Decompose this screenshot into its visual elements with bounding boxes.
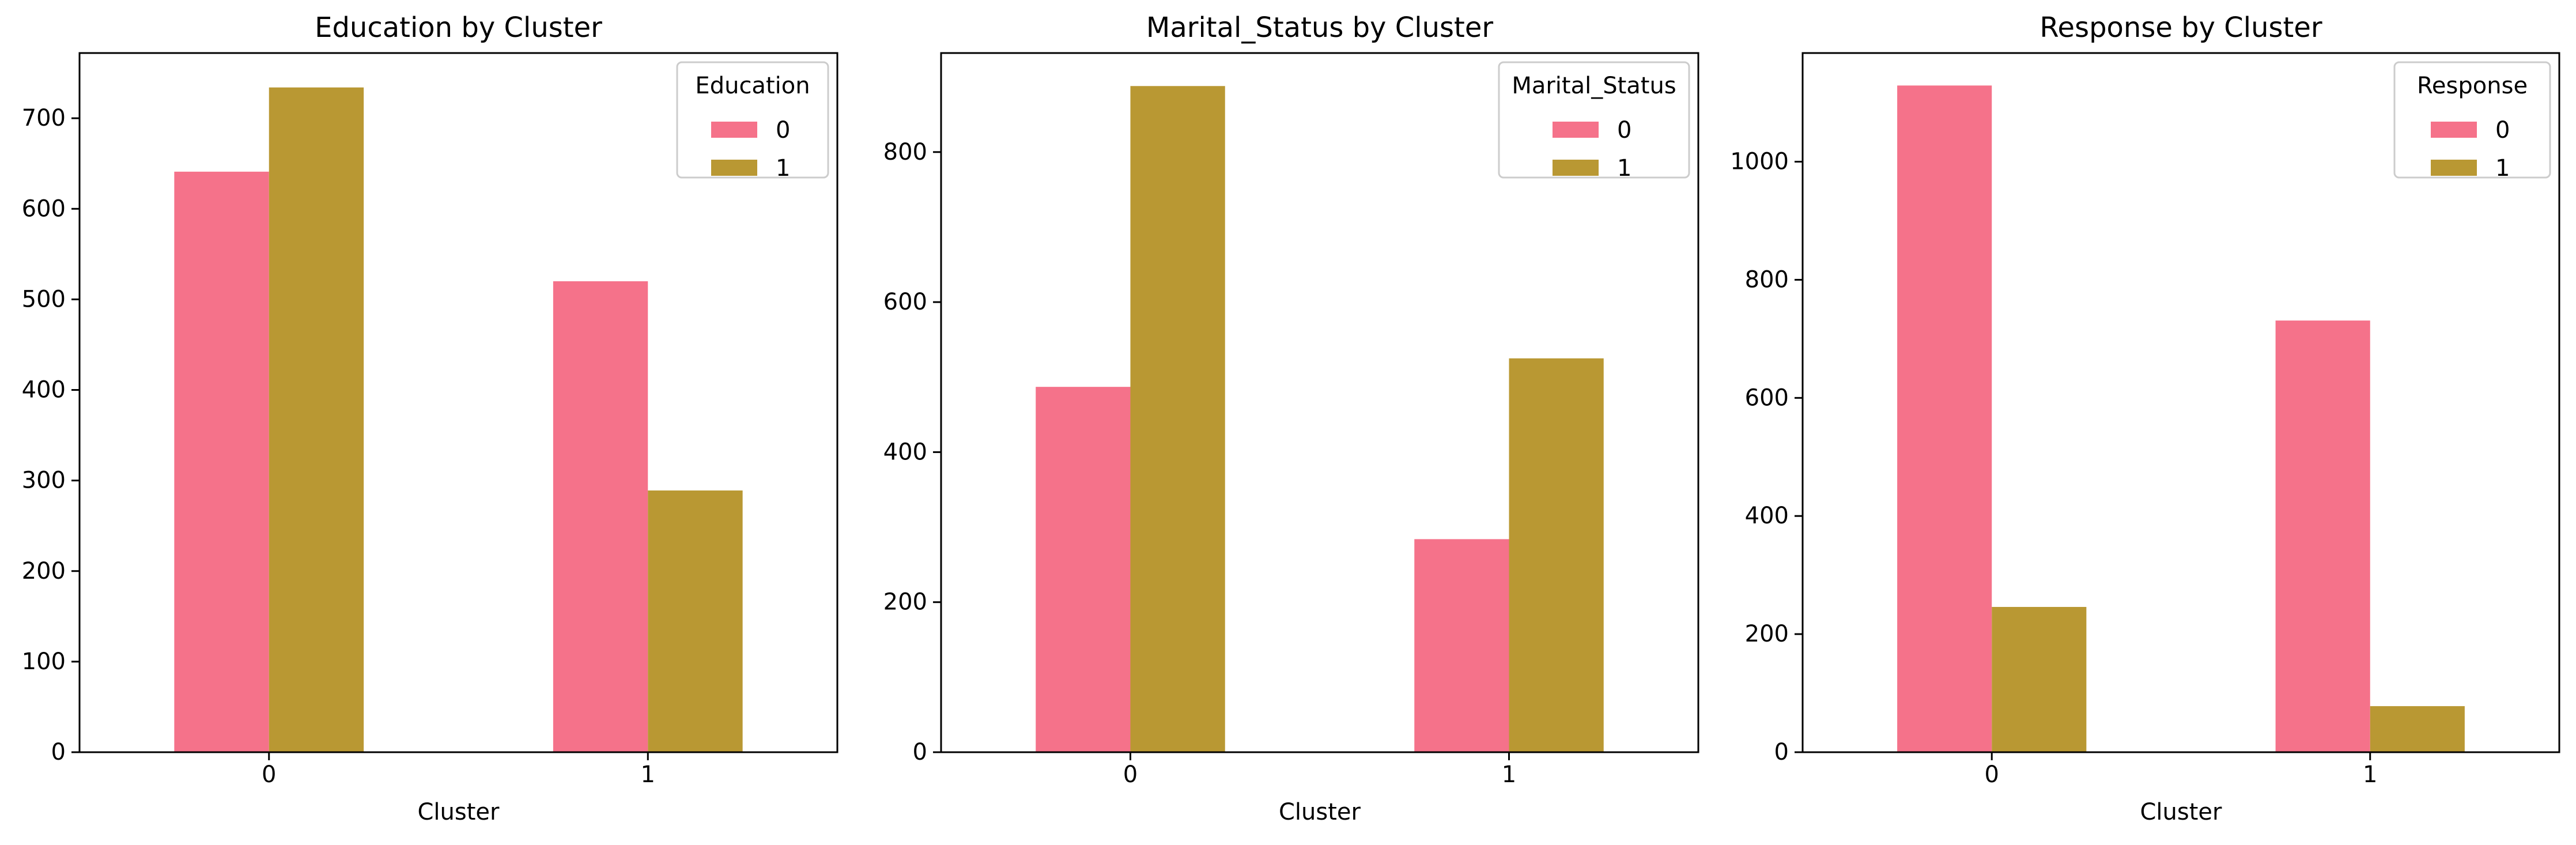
legend-swatch-0 — [1553, 122, 1599, 138]
legend-response: Response 0 1 — [2393, 61, 2551, 182]
y-tick-label: 200 — [22, 558, 66, 584]
y-tick-label: 600 — [883, 289, 927, 315]
y-axis-education: 0 100 200 300 400 500 600 700 — [22, 105, 80, 765]
y-tick-label: 800 — [1745, 266, 1789, 293]
y-tick-label: 600 — [1745, 384, 1789, 411]
legend-label-0: 0 — [2495, 117, 2510, 144]
axes-frame-education — [78, 52, 838, 753]
y-axis-marital-status: 0 200 400 600 800 — [883, 139, 941, 765]
bar-education-series-0-cluster-1 — [553, 281, 648, 752]
legend-box — [2393, 61, 2551, 179]
legend-education: Education 0 1 — [676, 61, 829, 182]
legend-marital-status: Marital_Status 0 1 — [1498, 61, 1690, 182]
x-axis-label-response: Cluster — [2140, 799, 2223, 825]
legend-label-1: 1 — [776, 155, 790, 182]
axes-frame-response — [1801, 52, 2560, 753]
y-tick-label: 400 — [1745, 503, 1789, 529]
chart-title-education: Education by Cluster — [315, 12, 602, 44]
legend-label-0: 0 — [776, 117, 790, 144]
y-tick-label: 400 — [22, 377, 66, 403]
legend-title: Marital_Status — [1512, 73, 1676, 99]
x-tick-label: 1 — [2363, 761, 2377, 788]
y-tick-label: 700 — [22, 105, 66, 131]
chart-title-response: Response by Cluster — [2039, 12, 2322, 44]
legend-label-1: 1 — [2495, 155, 2510, 182]
y-tick-label: 200 — [883, 589, 927, 616]
y-tick-label: 0 — [1774, 739, 1789, 765]
legend-swatch-0 — [2431, 122, 2477, 138]
legend-label-0: 0 — [1617, 117, 1631, 144]
bar-response-series-0-cluster-0 — [1897, 85, 1992, 752]
y-tick-label: 500 — [22, 286, 66, 312]
bar-response-series-0-cluster-1 — [2275, 320, 2370, 752]
legend-swatch-1 — [1553, 160, 1599, 176]
legend-swatch-1 — [711, 160, 757, 176]
y-tick-label: 0 — [51, 739, 66, 765]
y-tick-label: 600 — [22, 195, 66, 222]
y-tick-label: 100 — [22, 648, 66, 675]
y-tick-label: 300 — [22, 467, 66, 494]
bar-response-series-1-cluster-1 — [2370, 706, 2465, 752]
legend-swatch-1 — [2431, 160, 2477, 176]
bars-response — [1897, 85, 2465, 752]
legend-swatch-0 — [711, 122, 757, 138]
x-tick-label: 0 — [1123, 761, 1138, 788]
legend-title: Education — [695, 73, 810, 99]
x-tick-label: 0 — [1985, 761, 1999, 788]
bar-marital-status-series-0-cluster-1 — [1414, 539, 1509, 752]
y-axis-response: 0 200 400 600 800 1000 — [1730, 149, 1803, 765]
legend-title: Response — [2417, 73, 2528, 99]
legend-box — [676, 61, 829, 179]
bars-marital-status — [1036, 86, 1604, 752]
y-tick-label: 0 — [913, 739, 927, 765]
x-tick-label: 1 — [1502, 761, 1516, 788]
legend-label-1: 1 — [1617, 155, 1631, 182]
bar-response-series-1-cluster-0 — [1992, 606, 2087, 752]
x-tick-label: 0 — [262, 761, 276, 788]
bars-education — [174, 87, 743, 753]
bar-marital-status-series-1-cluster-0 — [1130, 86, 1225, 752]
bar-education-series-0-cluster-0 — [174, 171, 269, 753]
x-axis-label-education: Cluster — [418, 799, 500, 825]
bar-education-series-1-cluster-0 — [269, 87, 364, 752]
chart-title-marital-status: Marital_Status by Cluster — [1146, 12, 1493, 44]
legend-box — [1498, 61, 1690, 179]
y-tick-label: 800 — [883, 139, 927, 165]
bar-education-series-1-cluster-1 — [648, 490, 743, 752]
bar-marital-status-series-0-cluster-0 — [1036, 387, 1131, 752]
y-tick-label: 1000 — [1730, 149, 1789, 175]
y-tick-label: 400 — [883, 439, 927, 465]
x-axis-label-marital-status: Cluster — [1279, 799, 1361, 825]
x-tick-label: 1 — [641, 761, 655, 788]
bar-marital-status-series-1-cluster-1 — [1509, 358, 1604, 752]
y-tick-label: 200 — [1745, 621, 1789, 647]
axes-frame-marital-status — [940, 52, 1699, 753]
